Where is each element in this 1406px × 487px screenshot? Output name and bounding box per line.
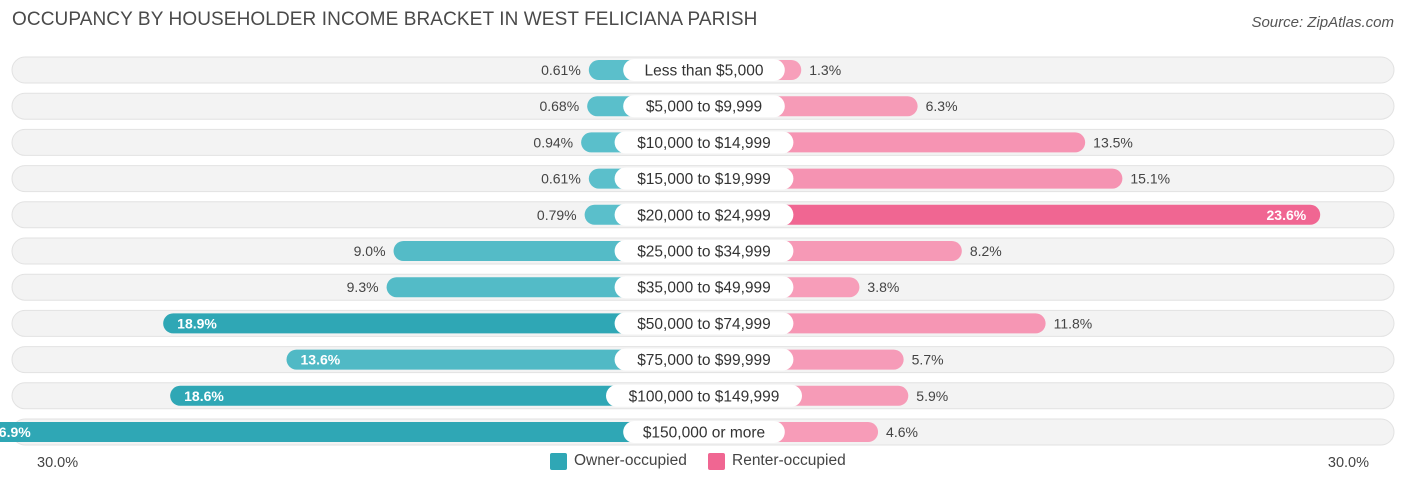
legend-renter: Renter-occupied xyxy=(708,452,846,470)
owner-value-label: 9.3% xyxy=(347,279,379,295)
category-label: $25,000 to $34,999 xyxy=(637,244,771,261)
owner-value-label: 9.0% xyxy=(354,243,386,259)
category-label: $5,000 to $9,999 xyxy=(646,99,762,116)
category-pill xyxy=(614,203,794,226)
owner-value-label: 0.94% xyxy=(533,134,573,150)
category-label: $100,000 to $149,999 xyxy=(629,388,780,405)
legend-owner-label: Owner-occupied xyxy=(574,452,687,469)
axis-right-label: 30.0% xyxy=(1327,455,1369,471)
renter-value-label: 8.2% xyxy=(970,243,1002,259)
source-credit: Source: ZipAtlas.com xyxy=(1251,14,1394,31)
category-pill xyxy=(614,240,794,262)
renter-value-label: 5.7% xyxy=(912,352,944,368)
category-label: $15,000 to $19,999 xyxy=(637,171,771,188)
category-pill xyxy=(614,348,794,371)
category-label: $35,000 to $49,999 xyxy=(637,280,771,297)
renter-value-label: 4.6% xyxy=(886,424,918,440)
owner-value-label: 18.6% xyxy=(184,388,224,404)
renter-value-label: 1.3% xyxy=(809,62,841,78)
owner-value-label: 13.6% xyxy=(301,352,341,368)
category-label: $20,000 to $24,999 xyxy=(637,207,771,224)
category-label: $10,000 to $14,999 xyxy=(637,135,771,152)
axis-left-label: 30.0% xyxy=(37,455,79,471)
owner-bar xyxy=(286,349,703,370)
owner-value-label: 26.9% xyxy=(0,424,31,440)
renter-value-label: 3.8% xyxy=(867,279,899,295)
owner-value-label: 0.61% xyxy=(541,171,581,187)
category-label: $150,000 or more xyxy=(643,425,765,442)
owner-bar xyxy=(170,385,704,406)
legend-owner-swatch xyxy=(550,452,567,470)
renter-value-label: 13.5% xyxy=(1093,134,1133,150)
legend: Owner-occupied Renter-occupied xyxy=(0,452,1406,474)
owner-value-label: 0.79% xyxy=(537,207,577,223)
category-pill xyxy=(623,421,785,443)
category-pill xyxy=(623,59,785,81)
legend-renter-label: Renter-occupied xyxy=(732,452,846,469)
renter-value-label: 6.3% xyxy=(926,98,958,114)
category-label: $75,000 to $99,999 xyxy=(637,352,771,369)
category-pill xyxy=(614,131,794,154)
chart-area: 0.61% 1.3% Less than $5,000 0.68% 6.3% $5,000… xyxy=(0,56,1395,446)
owner-value-label: 0.68% xyxy=(539,98,579,114)
chart-title: OCCUPANCY BY HOUSEHOLDER INCOME BRACKET … xyxy=(12,9,758,30)
renter-value-label: 15.1% xyxy=(1130,171,1170,187)
renter-value-label: 5.9% xyxy=(916,388,948,404)
category-pill xyxy=(614,312,794,335)
category-pill xyxy=(614,276,794,299)
owner-value-label: 0.61% xyxy=(541,62,581,78)
owner-bar xyxy=(163,313,703,334)
owner-value-label: 18.9% xyxy=(177,315,217,331)
renter-bar xyxy=(703,168,1123,189)
renter-bar xyxy=(703,204,1321,225)
category-label: Less than $5,000 xyxy=(645,63,764,80)
category-label: $50,000 to $74,999 xyxy=(637,316,771,333)
renter-value-label: 23.6% xyxy=(1267,207,1307,223)
legend-owner: Owner-occupied xyxy=(550,452,687,470)
renter-bar xyxy=(703,132,1086,153)
renter-value-label: 11.8% xyxy=(1054,315,1093,331)
category-pill xyxy=(606,384,802,407)
category-pill xyxy=(614,167,794,190)
owner-bar xyxy=(0,422,703,442)
legend-renter-swatch xyxy=(708,452,725,470)
category-pill xyxy=(623,95,785,118)
